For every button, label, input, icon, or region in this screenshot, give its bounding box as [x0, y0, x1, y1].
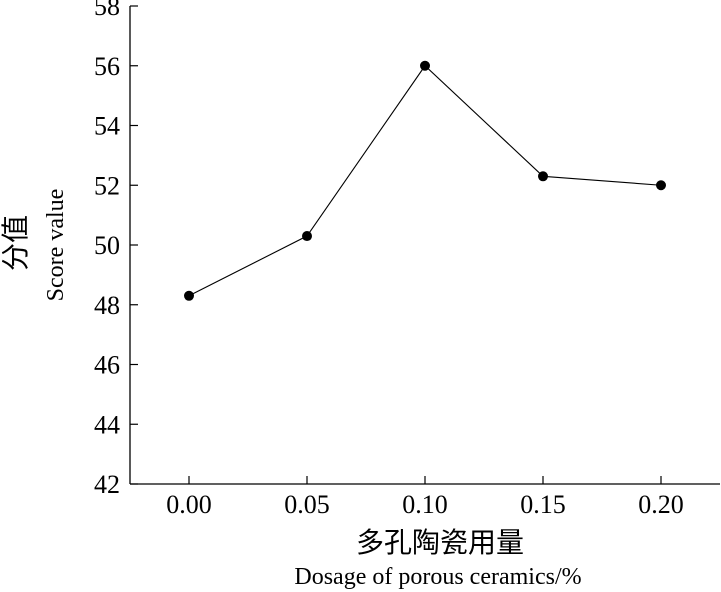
data-point — [656, 180, 666, 191]
series-line — [188, 64, 662, 297]
data-point — [302, 231, 312, 242]
y-tick-label: 44 — [94, 410, 120, 439]
y-tick-label: 58 — [94, 0, 120, 21]
y-tick-label: 48 — [94, 291, 120, 320]
y-axis-title-chinese: 分值 — [0, 215, 32, 271]
y-tick-label: 50 — [94, 231, 120, 260]
series-polyline — [188, 64, 662, 297]
y-ticks: 42 44 46 48 50 52 54 56 58 — [94, 0, 138, 499]
data-point — [420, 60, 430, 71]
x-tick-label: 0.00 — [166, 490, 212, 519]
series-points — [184, 60, 666, 301]
data-point — [184, 290, 194, 301]
x-axis-title-chinese: 多孔陶瓷用量 — [356, 526, 524, 559]
x-tick-label: 0.10 — [402, 490, 448, 519]
x-tick-label: 0.15 — [520, 490, 566, 519]
x-tick-label: 0.20 — [638, 490, 684, 519]
data-point — [538, 171, 548, 182]
y-axis-title-english: Score value — [43, 189, 69, 302]
x-axis-title-english: Dosage of porous ceramics/% — [294, 564, 581, 590]
y-tick-label: 54 — [94, 112, 120, 141]
y-tick-label: 56 — [94, 52, 120, 81]
axes — [129, 6, 720, 485]
y-tick-label: 52 — [94, 171, 120, 200]
x-tick-label: 0.05 — [284, 490, 330, 519]
y-tick-label: 46 — [94, 351, 120, 380]
x-ticks: 0.00 0.05 0.10 0.15 0.20 — [166, 476, 684, 519]
y-tick-label: 42 — [94, 470, 120, 499]
